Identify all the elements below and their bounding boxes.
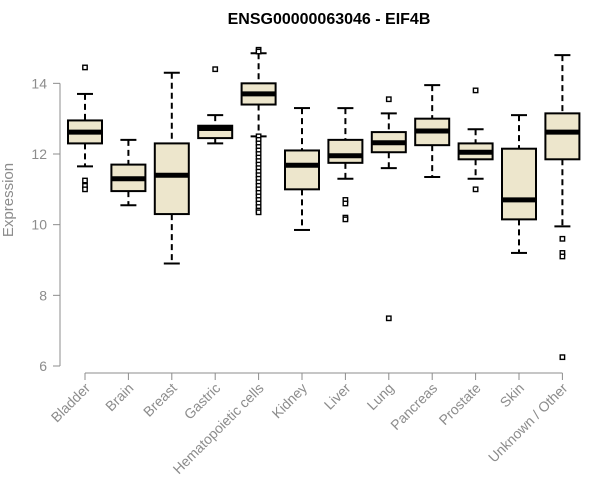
outlier-point <box>82 64 88 71</box>
iqr-box <box>327 138 364 164</box>
box-group <box>501 114 537 254</box>
x-tick-label: Kidney <box>269 380 311 422</box>
box-group <box>544 54 581 361</box>
x-tick-label: Gastric <box>181 380 224 423</box>
y-axis-label: Expression <box>0 163 17 237</box>
outlier-point <box>559 235 566 242</box>
y-tick-label: 12 <box>31 146 47 162</box>
outlier-point <box>342 216 349 223</box>
outlier-point <box>472 186 479 193</box>
outlier-point <box>255 209 262 216</box>
y-tick-label: 14 <box>31 75 47 91</box>
x-tick-label: Lung <box>364 380 397 413</box>
x-tick-label: Brain <box>102 380 136 414</box>
boxes <box>67 46 581 361</box>
box-group <box>457 87 494 193</box>
outlier-point <box>342 200 349 207</box>
y-tick-label: 6 <box>39 358 47 374</box>
x-tick-label: Unknown / Other <box>485 380 571 466</box>
iqr-box <box>501 147 537 221</box>
y-axis: 6 8 10 12 14 <box>31 75 61 374</box>
box-group <box>414 84 451 178</box>
box-group <box>284 107 320 231</box>
iqr-box <box>284 149 320 191</box>
outlier-point <box>212 66 219 73</box>
x-tick-label: Prostate <box>436 380 484 428</box>
y-tick-label: 8 <box>39 287 47 303</box>
box-group <box>110 138 147 207</box>
box-group <box>153 71 190 265</box>
outlier-point <box>82 186 88 193</box>
outlier-point <box>472 87 479 94</box>
outlier-point <box>559 253 566 260</box>
x-tick-label: Liver <box>321 380 354 413</box>
chart-title: ENSG00000063046 - EIF4B <box>228 11 431 28</box>
outlier-point <box>385 315 392 322</box>
outlier-point <box>385 96 392 103</box>
y-tick-label: 10 <box>31 217 47 233</box>
box-group <box>197 66 234 145</box>
box-group <box>240 46 277 216</box>
box-group <box>327 107 364 223</box>
iqr-box <box>544 112 581 161</box>
x-tick-label: Pancreas <box>387 380 440 433</box>
x-tick-label: Bladder <box>48 380 94 426</box>
outlier-point <box>559 354 566 361</box>
x-tick-label: Breast <box>140 380 180 420</box>
outlier-point <box>82 177 88 184</box>
x-tick-label: Skin <box>497 380 528 411</box>
outlier-point <box>255 48 262 55</box>
box-group <box>370 96 407 322</box>
iqr-box <box>153 142 190 216</box>
box-group <box>67 64 103 193</box>
